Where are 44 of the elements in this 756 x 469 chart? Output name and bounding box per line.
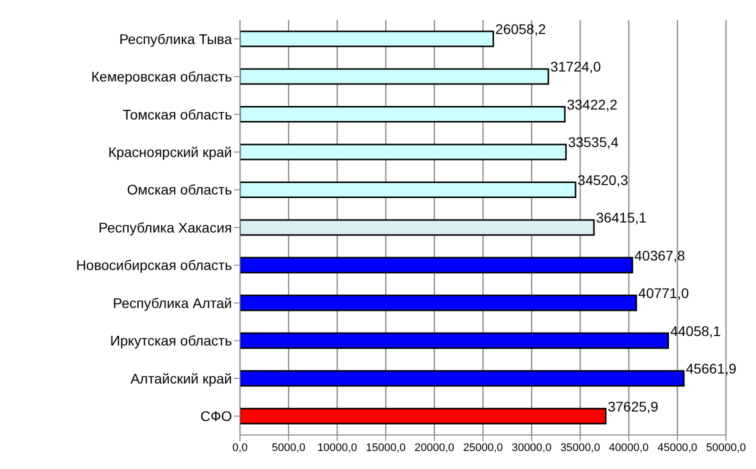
data-label: 40367,8 xyxy=(634,247,686,264)
data-label: 45661,9 xyxy=(686,360,737,377)
bar xyxy=(240,106,566,123)
bar xyxy=(240,30,494,48)
y-tick-label: Республика Тыва xyxy=(119,30,232,47)
x-tick-label: 10000,0 xyxy=(317,442,358,454)
bar xyxy=(240,181,576,198)
data-label: 34520,3 xyxy=(578,172,628,188)
bar xyxy=(240,408,606,424)
y-tick-label: Кемеровская область xyxy=(91,68,232,85)
data-label: 36415,1 xyxy=(596,210,647,226)
bar xyxy=(240,256,634,274)
data-label: 40771,0 xyxy=(638,285,690,302)
bar xyxy=(240,294,638,312)
x-tick-label: 20000,0 xyxy=(414,442,454,454)
y-tick-label: Томская область xyxy=(122,106,232,122)
x-tick-label: 50000,0 xyxy=(706,442,746,454)
y-tick-label: Омская область xyxy=(126,182,232,198)
y-tick-label: Республика Алтай xyxy=(112,294,232,311)
y-tick-label: Иркутская область xyxy=(110,332,232,349)
data-label: 33535,4 xyxy=(568,134,619,150)
x-tick-label: 0,0 xyxy=(232,442,248,454)
bar xyxy=(240,68,550,85)
data-label: 37625,9 xyxy=(608,398,659,414)
y-tick-label: Республика Хакасия xyxy=(98,219,232,236)
y-tick-label: СФО xyxy=(200,408,232,424)
bar xyxy=(240,370,685,387)
x-tick-label: 45000,0 xyxy=(658,442,698,454)
x-tick-label: 35000,0 xyxy=(560,442,600,454)
data-label: 31724,0 xyxy=(550,58,602,75)
data-label: 26058,2 xyxy=(495,21,546,38)
bar xyxy=(240,332,669,349)
x-tick-label: 15000,0 xyxy=(366,442,406,454)
bar xyxy=(240,219,595,236)
data-label: 33422,2 xyxy=(566,96,618,112)
x-tick-label: 30000,0 xyxy=(512,442,552,454)
x-tick-label: 40000,0 xyxy=(608,442,649,454)
bar xyxy=(240,144,567,160)
x-tick-label: 25000,0 xyxy=(463,442,503,454)
data-label: 44058,1 xyxy=(670,322,722,339)
y-tick-label: Красноярский край xyxy=(108,144,232,160)
y-tick-label: Новосибирская область xyxy=(76,257,232,274)
x-tick-label: 5000,0 xyxy=(272,442,306,454)
y-tick-label: Алтайский край xyxy=(130,370,232,386)
